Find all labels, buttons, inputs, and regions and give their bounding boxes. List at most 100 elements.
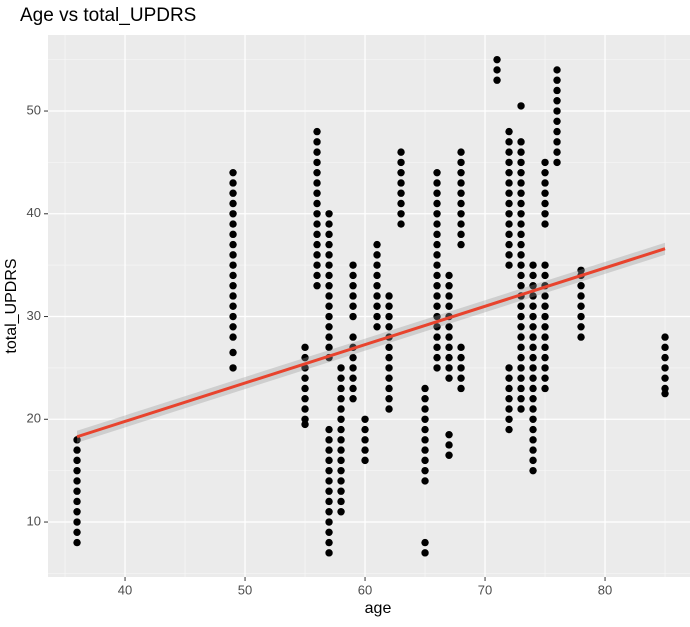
point [433, 168, 441, 177]
point [385, 364, 393, 372]
point [505, 199, 513, 208]
point [445, 364, 453, 372]
point [529, 374, 537, 382]
point [517, 168, 525, 177]
point [313, 240, 321, 249]
point [541, 302, 549, 310]
point [373, 240, 381, 249]
point [541, 384, 549, 393]
point [73, 446, 81, 454]
point [229, 189, 237, 197]
point [541, 199, 549, 208]
point [397, 179, 405, 187]
point [517, 210, 525, 218]
point [433, 230, 441, 239]
point [325, 220, 333, 228]
point [457, 158, 465, 167]
point [529, 384, 537, 393]
point [529, 466, 537, 475]
point [493, 55, 501, 64]
point [229, 323, 237, 331]
point [325, 487, 333, 495]
point [493, 76, 501, 84]
point [577, 312, 585, 321]
point [349, 364, 357, 372]
point [541, 312, 549, 321]
point [397, 220, 405, 228]
y-tick-label: 50 [27, 102, 41, 117]
y-tick-label: 30 [27, 308, 41, 323]
point [529, 333, 537, 341]
point [433, 364, 441, 372]
point [229, 210, 237, 218]
point [529, 353, 537, 362]
point [301, 384, 309, 393]
point [229, 251, 237, 259]
point [373, 312, 381, 321]
point [457, 353, 465, 362]
point [661, 364, 669, 372]
point [313, 179, 321, 187]
x-tick-label: 70 [478, 582, 492, 597]
point [421, 446, 429, 454]
point [349, 282, 357, 290]
point [313, 158, 321, 167]
point [457, 364, 465, 372]
point [529, 302, 537, 310]
point [229, 240, 237, 249]
point [301, 353, 309, 362]
point [325, 240, 333, 249]
point [73, 497, 81, 506]
point [553, 127, 561, 136]
point [541, 158, 549, 167]
point [433, 179, 441, 187]
point [517, 282, 525, 290]
point [505, 127, 513, 136]
point [517, 323, 525, 331]
point [385, 292, 393, 300]
point [541, 210, 549, 218]
point [337, 436, 345, 444]
point [385, 343, 393, 352]
point [529, 312, 537, 321]
point [349, 302, 357, 310]
point [529, 364, 537, 372]
point [445, 353, 453, 362]
point [445, 451, 453, 459]
x-tick-label: 60 [358, 582, 372, 597]
point [517, 271, 525, 280]
point [325, 549, 333, 557]
point [445, 292, 453, 300]
point [337, 425, 345, 434]
point [541, 343, 549, 352]
point [517, 405, 525, 413]
point [73, 528, 81, 537]
point [73, 436, 81, 444]
point [373, 251, 381, 259]
point [373, 271, 381, 280]
point [301, 415, 309, 423]
point [505, 179, 513, 187]
point [517, 261, 525, 269]
point [517, 302, 525, 310]
point [325, 456, 333, 465]
point [385, 323, 393, 331]
point [517, 395, 525, 403]
point [421, 425, 429, 434]
point [505, 230, 513, 239]
point [529, 292, 537, 300]
point [385, 405, 393, 413]
point [505, 210, 513, 218]
plot-panel [48, 35, 690, 577]
point [661, 333, 669, 341]
point [541, 353, 549, 362]
point [325, 508, 333, 516]
point [505, 364, 513, 372]
point [553, 158, 561, 167]
point [505, 220, 513, 228]
point [517, 240, 525, 249]
point [457, 343, 465, 352]
point [301, 374, 309, 382]
point [385, 353, 393, 362]
point [325, 538, 333, 547]
